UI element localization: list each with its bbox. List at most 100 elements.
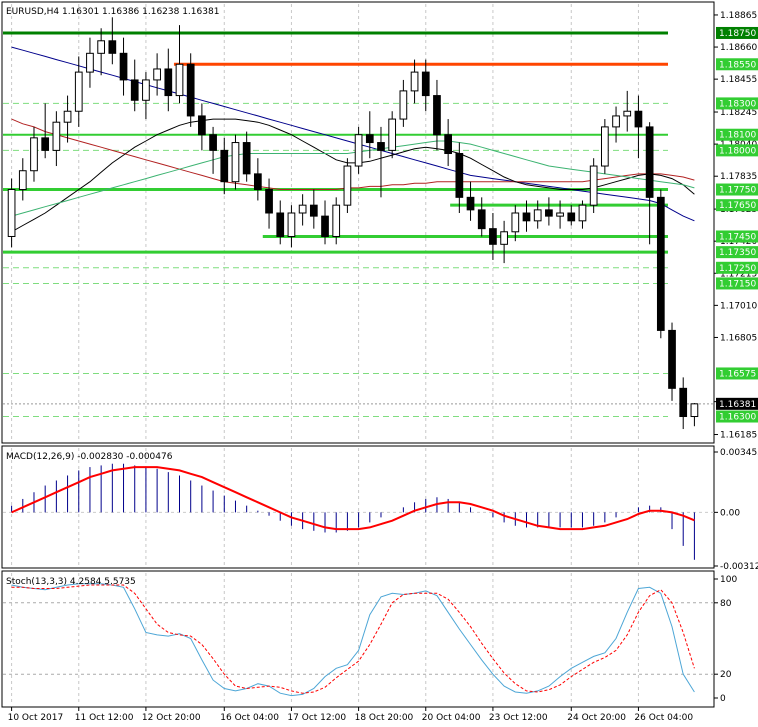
candle[interactable] (578, 200, 587, 229)
candle[interactable] (668, 322, 676, 401)
candle[interactable] (433, 79, 441, 151)
candle[interactable] (545, 197, 553, 226)
candle-body (52, 121, 61, 151)
candle[interactable] (321, 200, 329, 245)
candle[interactable] (466, 181, 475, 221)
candle[interactable] (533, 200, 542, 229)
macd-tick-label: 0.00 (720, 508, 740, 518)
candle[interactable] (679, 377, 688, 430)
candle[interactable] (7, 178, 16, 248)
candle[interactable] (690, 403, 699, 427)
candle[interactable] (354, 126, 363, 174)
level-price-badge-label: 1.17750 (719, 186, 756, 196)
candle[interactable] (500, 220, 508, 264)
stoch-tick-label: 0 (720, 694, 726, 704)
candle[interactable] (511, 205, 520, 242)
candle-body (231, 142, 240, 183)
candle-body (668, 329, 676, 389)
candle[interactable] (142, 72, 150, 120)
candle[interactable] (522, 200, 531, 232)
candle[interactable] (399, 79, 408, 127)
candle-body (455, 153, 464, 198)
stoch-panel-frame (1, 570, 715, 708)
level-price-badge (716, 246, 758, 259)
candle-body (119, 52, 128, 81)
candle[interactable] (567, 205, 576, 226)
candle[interactable] (198, 103, 206, 151)
candle[interactable] (97, 28, 106, 76)
candle-body (321, 215, 329, 237)
level-price-badge (716, 261, 758, 274)
candle[interactable] (74, 56, 83, 127)
candle-body (410, 71, 419, 92)
candle-body (679, 387, 688, 418)
candle[interactable] (52, 111, 61, 167)
candle[interactable] (343, 158, 352, 213)
candle[interactable] (656, 189, 665, 339)
candle-body (623, 110, 632, 117)
candle[interactable] (41, 103, 50, 159)
candle[interactable] (556, 200, 564, 229)
candle[interactable] (410, 59, 419, 104)
level-price-badge (716, 410, 758, 423)
candle[interactable] (119, 37, 128, 96)
level-price-badge (716, 128, 758, 141)
candle[interactable] (175, 25, 184, 104)
level-price-badge (716, 367, 758, 380)
candle[interactable] (332, 197, 341, 245)
candle[interactable] (634, 95, 643, 159)
candle-body (477, 209, 486, 230)
candle[interactable] (86, 37, 94, 88)
candle[interactable] (645, 122, 654, 245)
price-tick-label: 1.17835 (720, 172, 757, 182)
candle-body (656, 196, 665, 331)
price-tick-label: 1.16805 (720, 333, 757, 343)
candle[interactable] (18, 158, 27, 201)
candle[interactable] (242, 131, 251, 182)
time-tick-label: 16 Oct 04:00 (220, 713, 279, 723)
level-price-badge (716, 97, 758, 110)
level-price-badge (716, 230, 758, 243)
candle[interactable] (455, 142, 464, 213)
candle[interactable] (612, 106, 620, 143)
candle-body (142, 79, 150, 101)
candle[interactable] (377, 126, 385, 198)
level-price-badge-label: 1.16575 (719, 369, 756, 379)
candle[interactable] (623, 90, 632, 132)
candle[interactable] (231, 134, 240, 190)
candle-body (388, 118, 397, 151)
candle[interactable] (589, 158, 598, 213)
candle[interactable] (209, 126, 217, 174)
candle[interactable] (265, 178, 273, 229)
candle-body (399, 90, 408, 120)
candle[interactable] (253, 158, 262, 201)
candle[interactable] (30, 126, 38, 182)
candle[interactable] (130, 59, 139, 112)
level-price-badge (716, 277, 758, 290)
level-price-badge-label: 1.18550 (719, 60, 756, 70)
candle[interactable] (421, 59, 430, 112)
candle[interactable] (388, 111, 397, 159)
candle[interactable] (164, 48, 173, 112)
candle-body (343, 165, 352, 206)
candle-body (7, 189, 16, 237)
candle[interactable] (63, 95, 72, 143)
candle[interactable] (309, 189, 318, 229)
candle-body (41, 137, 50, 151)
candle[interactable] (287, 205, 296, 248)
candle[interactable] (276, 200, 285, 245)
price-tick-label: 1.18455 (720, 75, 757, 85)
candle[interactable] (186, 53, 195, 127)
macd-title: MACD(12,26,9) -0.002830 -0.000476 (6, 452, 173, 462)
candlesticks[interactable] (7, 17, 699, 430)
candle[interactable] (444, 119, 453, 167)
candle[interactable] (600, 119, 609, 174)
candle[interactable] (489, 212, 497, 260)
candle[interactable] (298, 194, 307, 226)
candle[interactable] (365, 111, 374, 159)
candle[interactable] (477, 197, 486, 237)
candle[interactable] (220, 137, 229, 195)
candle[interactable] (108, 17, 117, 65)
candle[interactable] (153, 53, 161, 96)
